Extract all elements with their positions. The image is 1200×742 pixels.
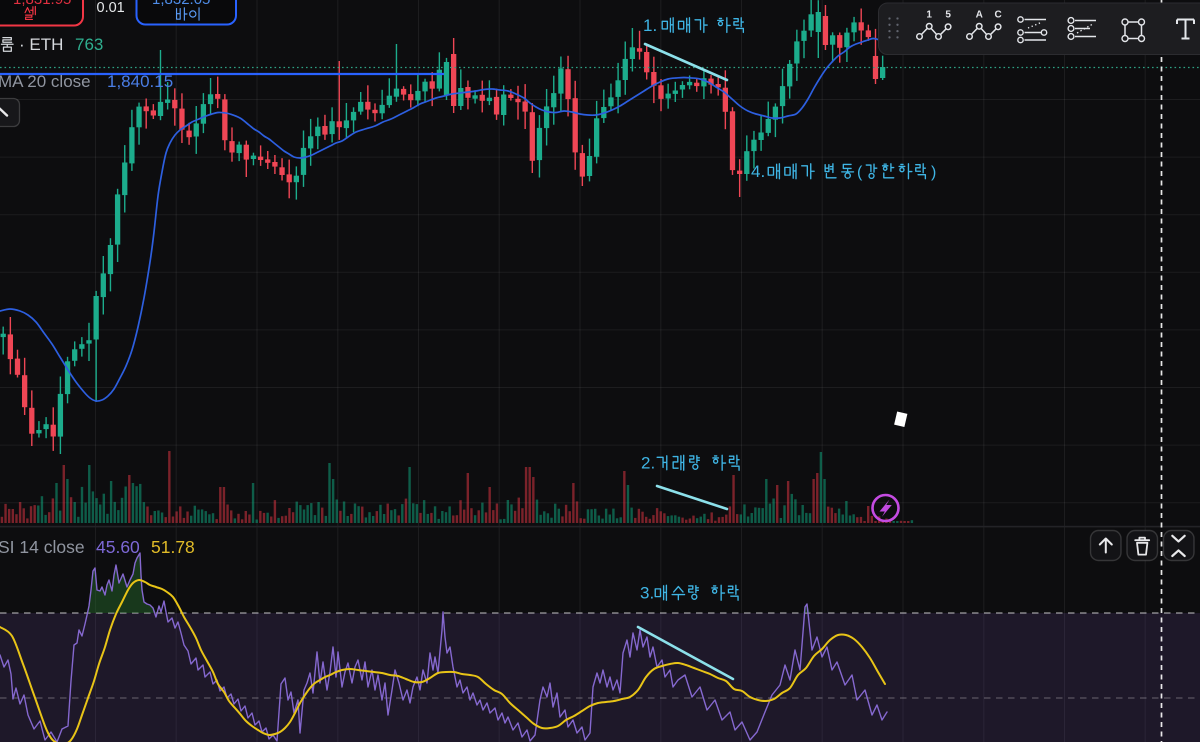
svg-text:51.78: 51.78	[151, 537, 195, 557]
svg-text:2.: 2.	[641, 454, 655, 473]
svg-text:763: 763	[75, 35, 103, 54]
svg-text:1.: 1.	[643, 16, 657, 35]
svg-text:1,832.05: 1,832.05	[152, 0, 210, 8]
svg-text:MA 20 close: MA 20 close	[0, 72, 91, 91]
svg-text:· ETH: · ETH	[19, 35, 63, 54]
svg-text:5: 5	[945, 10, 951, 21]
svg-text:A: A	[976, 10, 983, 21]
svg-text:1,831.95: 1,831.95	[13, 0, 71, 8]
svg-text:(: (	[857, 164, 863, 181]
svg-text:4.: 4.	[751, 162, 765, 181]
svg-text:SI 14 close: SI 14 close	[0, 537, 85, 557]
svg-text:C: C	[994, 10, 1001, 21]
svg-text:1: 1	[926, 10, 932, 21]
svg-text:0.01: 0.01	[97, 0, 125, 16]
svg-text:): )	[931, 164, 936, 181]
svg-text:45.60: 45.60	[96, 537, 140, 557]
svg-text:1,840.15: 1,840.15	[107, 72, 173, 91]
svg-text:3.: 3.	[640, 584, 654, 603]
